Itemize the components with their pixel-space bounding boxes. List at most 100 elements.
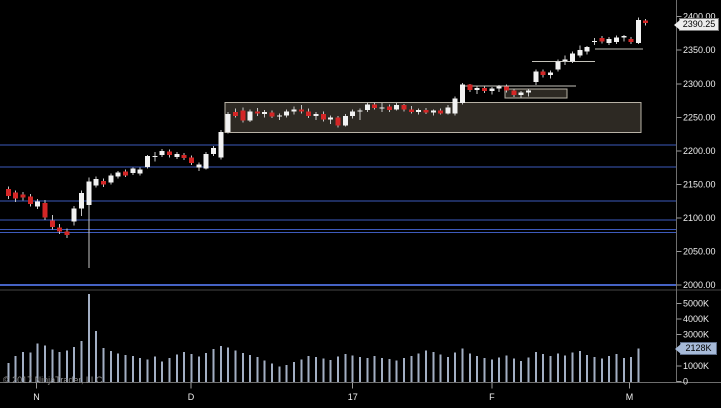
candle-up: [518, 92, 524, 96]
volume-bar: [256, 357, 259, 383]
volume-bar: [630, 356, 633, 383]
volume-bar: [578, 351, 581, 383]
candle-up: [613, 37, 619, 43]
candle-down: [320, 113, 326, 120]
time-tick-label: 17: [348, 392, 358, 402]
candle-up: [547, 72, 553, 76]
volume-bar: [80, 340, 83, 383]
price-tick-label: 2300.00: [683, 79, 716, 89]
candle-down: [386, 106, 392, 110]
candle-down: [401, 105, 407, 110]
volume-bar: [446, 357, 449, 383]
volume-bar: [241, 352, 244, 383]
price-tick-label: 2200.00: [683, 146, 716, 156]
candle-down: [504, 86, 510, 91]
candle-up: [152, 155, 158, 157]
candle-up: [584, 46, 590, 52]
candle-up: [591, 40, 597, 42]
candle-down: [123, 171, 129, 176]
candle-down: [181, 154, 187, 158]
volume-bar: [571, 352, 574, 383]
volume-bar: [637, 348, 640, 383]
volume-bar: [109, 351, 112, 383]
volume-bar: [468, 353, 471, 383]
candle-up: [35, 201, 41, 207]
candle-down: [49, 220, 55, 227]
volume-bar: [388, 358, 391, 383]
candle-up: [262, 111, 268, 114]
candle-up: [225, 113, 231, 133]
volume-bar: [600, 358, 603, 383]
candle-up: [577, 50, 583, 56]
volume-bar: [322, 358, 325, 383]
candle-down: [306, 111, 312, 116]
volume-bar: [329, 359, 332, 383]
candle-up: [364, 104, 370, 110]
volume-bar: [439, 354, 442, 383]
candle-up: [621, 36, 627, 38]
candle-down: [27, 196, 33, 204]
price-tick-label: 2100.00: [683, 213, 716, 223]
candle-down: [467, 84, 473, 90]
candle-up: [394, 105, 400, 110]
volume-bar: [395, 360, 398, 383]
volume-bar: [358, 356, 361, 383]
time-tick-label: F: [489, 392, 495, 402]
candle-up: [276, 115, 282, 117]
candle-up: [350, 111, 356, 116]
volume-bar: [65, 350, 68, 383]
candle-up: [108, 175, 114, 183]
candle-down: [188, 157, 194, 163]
candle-up: [115, 172, 121, 177]
volume-bar: [366, 358, 369, 383]
candle-down: [482, 87, 488, 92]
volume-bar: [117, 353, 120, 383]
candle-up: [218, 132, 224, 158]
volume-bar: [139, 358, 142, 383]
volume-bar: [43, 345, 46, 383]
candle-down: [5, 189, 11, 197]
volume-bar: [520, 360, 523, 383]
volume-bar: [95, 330, 98, 383]
consolidation-box: [224, 102, 642, 134]
last-price-callout: 2390.25: [679, 18, 719, 31]
candle-down: [599, 38, 605, 42]
time-tick-label: D: [188, 392, 195, 402]
volume-bar: [29, 352, 32, 383]
volume-bar: [300, 359, 303, 383]
volume-bar: [234, 350, 237, 383]
volume-bar: [197, 356, 200, 383]
volume-bar: [490, 359, 493, 383]
candle-down: [232, 111, 238, 116]
volume-bar: [153, 356, 156, 383]
volume-bar: [51, 349, 54, 383]
candle-up: [159, 150, 165, 155]
candle-up: [430, 110, 436, 113]
volume-bar: [293, 362, 296, 383]
candle-down: [298, 109, 304, 112]
volume-bar: [73, 347, 76, 383]
candle-down: [64, 231, 70, 236]
candle-up: [496, 86, 502, 89]
volume-bar: [315, 357, 318, 383]
candle-up: [174, 154, 180, 157]
candle-down: [240, 110, 246, 121]
volume-bar: [344, 354, 347, 383]
volume-bar: [461, 348, 464, 383]
last-price-label: 2390.25: [682, 19, 716, 29]
volume-bar: [102, 347, 105, 383]
candle-down: [57, 227, 63, 232]
volume-bar: [432, 352, 435, 383]
candle-up: [445, 107, 451, 114]
candle-down: [438, 110, 444, 114]
volume-bar: [183, 352, 186, 383]
candle-down: [540, 71, 546, 76]
candle-down: [335, 117, 341, 126]
candle-up: [71, 208, 77, 222]
volume-bar: [58, 351, 61, 383]
candle-up: [489, 88, 495, 92]
volume-bar: [124, 354, 127, 383]
candle-up: [379, 107, 385, 109]
candle-up: [635, 20, 641, 43]
